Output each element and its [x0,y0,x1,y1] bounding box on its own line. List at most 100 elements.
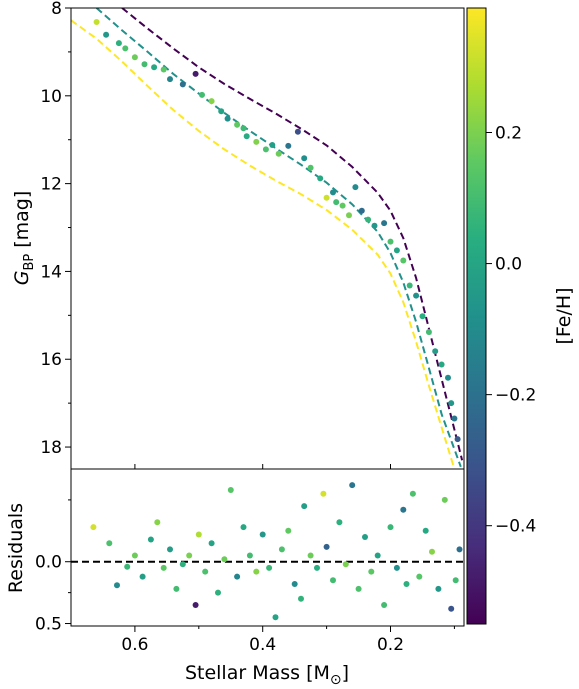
upper-y-tick-label: 12 [40,175,62,195]
star-point [269,142,276,148]
star-point [234,121,241,128]
residual-point [124,563,131,570]
residual-point [422,527,429,534]
star-point [454,436,461,443]
colorbar-tick-label: −0.2 [495,386,536,406]
residual-point [435,585,442,592]
residual-point [307,552,314,559]
star-point [93,19,100,25]
residual-point [208,540,215,547]
residual-point [154,519,161,526]
star-point [301,155,308,162]
colorbar-gradient [467,8,486,624]
residual-point [393,564,400,571]
residual-point [215,589,221,596]
residual-point [253,568,260,575]
residual-point [259,531,266,538]
residual-point [374,552,381,559]
upper-y-tick-label: 16 [40,350,62,370]
x-tick-label: 0.2 [377,635,404,655]
star-point [243,133,250,140]
star-point [438,361,445,368]
residual-point [416,573,423,580]
residual-point [362,534,368,540]
residual-y-tick-label: 0.5 [35,615,62,635]
star-point [285,142,292,149]
colorbar-title: [Fe/H] [553,287,575,344]
residuals-y-axis-title: Residuals [5,503,27,593]
x-tick-label: 0.4 [249,635,276,655]
star-point [218,108,225,115]
star-point [445,374,451,381]
star-point [179,81,186,88]
residual-point [409,490,416,497]
residual-point [456,546,463,553]
residual-point [234,573,241,580]
residual-point [227,487,234,493]
residual-point [452,577,459,584]
residual-point [106,540,113,547]
residual-point [314,564,320,571]
star-point [339,202,346,209]
x-axis-title: Stellar Mass [M⊙] [185,662,349,688]
residual-point [173,585,180,592]
colorbar-tick-label: 0.2 [495,124,522,144]
star-point [192,70,199,77]
residual-point [285,527,292,534]
isochrone-low-metallicity-line [121,8,464,461]
upper-panel-cmd: 8 10 12 14 16 18 GBP[mag] [11,0,465,470]
star-point [448,400,455,407]
residual-point [266,564,273,571]
star-point [160,66,167,73]
star-point [330,189,336,196]
star-point [393,247,400,254]
residual-point [320,490,327,497]
star-point [413,292,420,299]
star-point [167,76,173,83]
upper-y-axis-title: GBP[mag] [11,191,37,286]
star-point [333,199,340,206]
residual-point [278,546,285,553]
star-point [387,238,394,245]
residual-point [90,524,97,531]
residual-point [192,602,199,608]
star-point [381,220,388,227]
lower-panel-frame [70,468,465,627]
residual-point [291,581,298,587]
star-point [451,415,458,422]
star-point [262,146,269,153]
star-point [240,125,247,132]
star-point [365,216,372,223]
residual-point [195,531,202,538]
residual-point [381,602,388,608]
residual-point [387,524,394,531]
lower-panel-residuals: 0.0 0.5 0.6 0.4 0.2 Residuals Stellar Mass [… [5,468,465,688]
residual-point [167,546,173,553]
residual-point [221,556,228,563]
residual-point [342,561,349,568]
upper-y-tick-label: 8 [51,0,62,19]
residual-point [272,614,279,621]
colorbar-frame [466,7,487,625]
star-point [352,184,359,191]
isochrone-high-metallicity-line [71,19,456,469]
colorbar-tick-label: −0.4 [495,517,536,537]
residual-point [336,519,343,526]
star-point [131,54,138,61]
residual-point [131,552,138,559]
star-point [103,31,110,38]
star-point [253,138,260,145]
star-point [141,61,148,68]
star-point [358,207,365,214]
star-point [406,282,413,289]
residual-point [403,581,410,587]
star-point [317,175,324,182]
residual-point [246,552,253,559]
residual-point [429,548,435,555]
star-point [371,222,378,229]
upper-panel-frame [70,7,465,470]
residual-point [323,543,330,550]
star-point [307,164,314,171]
upper-y-tick-label: 14 [40,262,62,282]
